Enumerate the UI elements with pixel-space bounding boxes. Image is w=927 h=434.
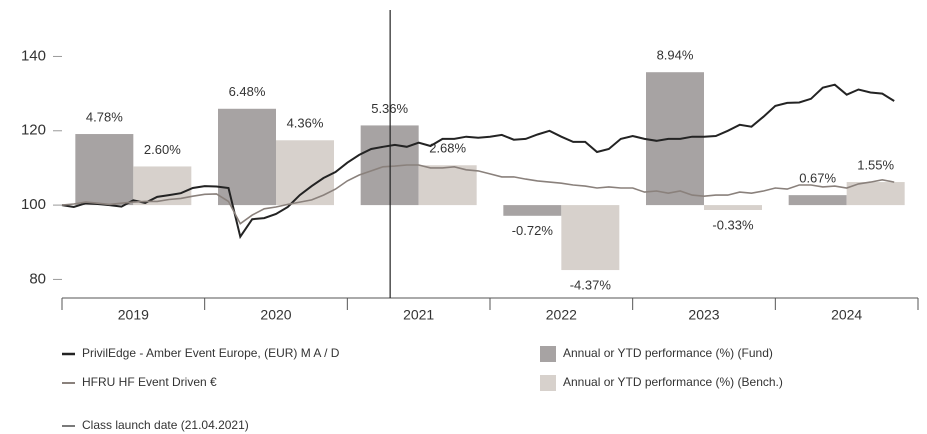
value-label: -4.37% — [570, 277, 612, 292]
y-tick-label: 120 — [21, 122, 46, 139]
legend-label: PrivilEdge - Amber Event Europe, (EUR) M… — [82, 346, 340, 360]
value-label: 1.55% — [857, 157, 894, 172]
bar — [704, 205, 762, 211]
value-label: 0.67% — [799, 171, 836, 186]
legend-label: Annual or YTD performance (%) (Fund) — [563, 346, 773, 360]
value-label: -0.33% — [712, 217, 754, 232]
bar — [846, 182, 905, 206]
bar — [75, 134, 134, 206]
legend-swatch — [540, 375, 556, 391]
bar — [276, 140, 334, 206]
bar — [561, 205, 620, 271]
line — [61, 83, 895, 240]
value-label: -0.72% — [512, 223, 554, 238]
x-tick-label: 2023 — [688, 307, 719, 323]
bar — [133, 166, 192, 206]
x-tick-label: 2021 — [403, 307, 434, 323]
legend-label: HFRU HF Event Driven € — [82, 375, 217, 389]
x-tick-label: 2020 — [260, 307, 291, 323]
legend-label: Class launch date (21.04.2021) — [82, 418, 249, 432]
value-label: 2.68% — [429, 141, 466, 156]
line — [61, 164, 895, 225]
x-tick-label: 2022 — [546, 307, 577, 323]
y-tick-label: 140 — [21, 47, 46, 64]
bar — [788, 195, 847, 206]
y-tick-label: 80 — [29, 270, 46, 287]
y-tick-label: 100 — [21, 196, 46, 213]
value-label: 6.48% — [229, 84, 266, 99]
bar — [418, 165, 477, 206]
bar — [503, 205, 562, 216]
value-label: 4.36% — [287, 116, 324, 131]
value-label: 2.60% — [144, 142, 181, 157]
legend-swatch — [540, 346, 556, 362]
x-tick-label: 2019 — [118, 307, 149, 323]
value-label: 4.78% — [86, 109, 123, 124]
bar — [218, 108, 276, 206]
legend-label: Annual or YTD performance (%) (Bench.) — [563, 375, 783, 389]
value-label: 8.94% — [657, 48, 694, 63]
x-tick-label: 2024 — [831, 307, 862, 323]
